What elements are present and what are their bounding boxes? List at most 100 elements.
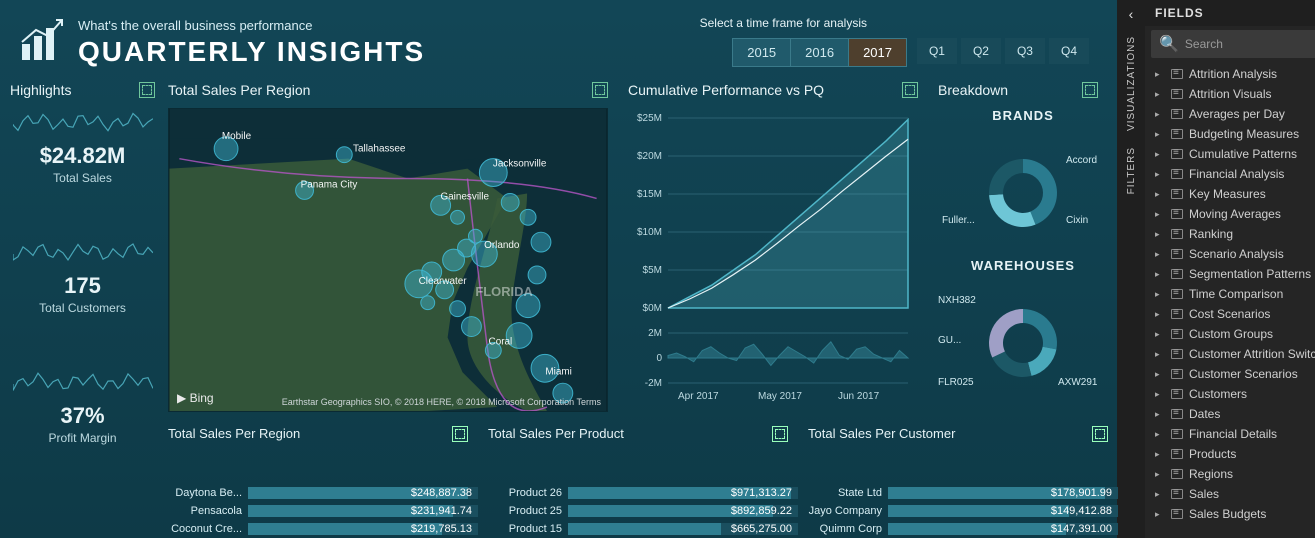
tile-options-icon[interactable] (1082, 82, 1098, 101)
year-slicer[interactable]: 201520162017 (732, 38, 907, 67)
svg-text:$20M: $20M (637, 151, 662, 162)
field-item[interactable]: ▸Scenario Analysis (1145, 244, 1315, 264)
field-item[interactable]: ▸Cost Scenarios (1145, 304, 1315, 324)
expand-icon: ▸ (1155, 129, 1165, 140)
map-visual[interactable]: MobileTallahasseeJacksonvillePanama City… (168, 108, 608, 412)
field-item[interactable]: ▸Dates (1145, 404, 1315, 424)
table-icon (1171, 149, 1183, 159)
quarter-button[interactable]: Q1 (917, 38, 957, 64)
tile-options-icon[interactable] (902, 82, 918, 101)
svg-text:Coral: Coral (489, 337, 513, 348)
tile-options-icon[interactable] (139, 82, 155, 101)
field-item[interactable]: ▸Ranking (1145, 224, 1315, 244)
tile-title-label: Total Sales Per Region (168, 426, 478, 441)
svg-text:NXH382: NXH382 (938, 295, 976, 306)
field-item[interactable]: ▸ Key Measures (1145, 184, 1315, 204)
svg-text:Fuller...: Fuller... (942, 215, 975, 226)
field-item[interactable]: ▸Time Comparison (1145, 284, 1315, 304)
field-item[interactable]: ▸Sales Budgets (1145, 504, 1315, 524)
expand-icon: ▸ (1155, 189, 1165, 200)
expand-icon: ▸ (1155, 149, 1165, 160)
tile-options-icon[interactable] (1092, 426, 1108, 447)
table-icon (1171, 349, 1183, 359)
field-item[interactable]: ▸Financial Analysis (1145, 164, 1315, 184)
field-label: Cumulative Patterns (1189, 147, 1297, 161)
tile-options-icon[interactable] (452, 426, 468, 447)
svg-text:Mobile: Mobile (222, 131, 252, 142)
kpi-label: Total Customers (10, 301, 155, 315)
cumulative-chart[interactable]: $25M$20M$15M$10M$5M$0M2M0-2MApr 2017May … (628, 108, 918, 412)
bar-row: Product 15$665,275.00 (488, 521, 798, 537)
bar-chart-tile[interactable]: Total Sales Per Region Daytona Be...$248,… (168, 426, 478, 537)
field-label: Regions (1189, 467, 1233, 481)
expand-icon: ▸ (1155, 469, 1165, 480)
field-item[interactable]: ▸Attrition Analysis (1145, 64, 1315, 84)
donut-title: BRANDS (938, 108, 1108, 123)
quarter-button[interactable]: Q2 (961, 38, 1001, 64)
kpi-card[interactable]: 175Total Customers (10, 238, 155, 315)
kpi-card[interactable]: 37%Profit Margin (10, 368, 155, 445)
field-item[interactable]: ▸ Cumulative Patterns (1145, 144, 1315, 164)
year-button[interactable]: 2015 (733, 39, 790, 66)
svg-text:-2M: -2M (645, 378, 662, 389)
tile-title-label: Breakdown (938, 82, 1008, 98)
table-icon (1171, 249, 1183, 259)
field-item[interactable]: ▸Sales (1145, 484, 1315, 504)
expand-icon: ▸ (1155, 89, 1165, 100)
bar-row: Daytona Be...$248,887.38 (168, 485, 478, 501)
bar-row: Product 25$892,859.22 (488, 503, 798, 519)
expand-icon: ▸ (1155, 449, 1165, 460)
field-label: Products (1189, 447, 1236, 461)
warehouses-donut[interactable]: WAREHOUSES NXH382GU...FLR025AXW291 (938, 258, 1108, 408)
bar-chart-tile[interactable]: Total Sales Per ProductProduct 26$971,31… (488, 426, 798, 537)
table-icon (1171, 189, 1183, 199)
field-label: Cost Scenarios (1189, 307, 1270, 321)
year-button[interactable]: 2017 (848, 39, 906, 66)
tab-filters[interactable]: FILTERS (1126, 139, 1137, 202)
field-label: Key Measures (1189, 187, 1266, 201)
field-item[interactable]: ▸Averages per Day (1145, 104, 1315, 124)
field-item[interactable]: ▸ Regions (1145, 464, 1315, 484)
field-item[interactable]: ▸Customers (1145, 384, 1315, 404)
fields-list[interactable]: ▸Attrition Analysis▸Attrition Visuals▸Av… (1145, 62, 1315, 538)
svg-text:Orlando: Orlando (484, 240, 520, 251)
expand-icon: ▸ (1155, 229, 1165, 240)
table-icon (1171, 69, 1183, 79)
table-icon (1171, 269, 1183, 279)
brands-donut[interactable]: BRANDS AccordCixinFuller... (938, 108, 1108, 258)
search-input[interactable] (1185, 37, 1315, 51)
quarter-button[interactable]: Q4 (1049, 38, 1089, 64)
svg-text:Panama City: Panama City (301, 180, 358, 191)
tile-options-icon[interactable] (592, 82, 608, 101)
svg-text:$25M: $25M (637, 113, 662, 124)
field-item[interactable]: ▸Segmentation Patterns (1145, 264, 1315, 284)
field-item[interactable]: ▸Budgeting Measures (1145, 124, 1315, 144)
fields-search[interactable]: 🔍 (1151, 30, 1315, 58)
tile-title-label: Cumulative Performance vs PQ (628, 82, 824, 98)
collapse-icon[interactable]: ‹ (1117, 0, 1145, 28)
field-item[interactable]: ▸Financial Details (1145, 424, 1315, 444)
field-item[interactable]: ▸Attrition Visuals (1145, 84, 1315, 104)
map-svg: MobileTallahasseeJacksonvillePanama City… (169, 109, 607, 411)
field-label: Customer Scenarios (1189, 367, 1298, 381)
page-title: QUARTERLY INSIGHTS (78, 36, 425, 68)
tile-title-label: Total Sales Per Customer (808, 426, 1118, 441)
year-button[interactable]: 2016 (790, 39, 848, 66)
field-item[interactable]: ▸Customer Attrition Switch (1145, 344, 1315, 364)
kpi-card[interactable]: $24.82MTotal Sales (10, 108, 155, 185)
right-panes: ‹ VISUALIZATIONS FILTERS FIELDS 🔍 ▸Attri… (1117, 0, 1315, 538)
field-item[interactable]: ▸ Products (1145, 444, 1315, 464)
quarter-button[interactable]: Q3 (1005, 38, 1045, 64)
svg-text:GU...: GU... (938, 335, 961, 346)
tab-visualizations[interactable]: VISUALIZATIONS (1126, 28, 1137, 139)
field-item[interactable]: ▸Moving Averages (1145, 204, 1315, 224)
expand-icon: ▸ (1155, 289, 1165, 300)
field-item[interactable]: ▸Custom Groups (1145, 324, 1315, 344)
quarter-slicer[interactable]: Q1Q2Q3Q4 (913, 38, 1089, 64)
table-icon (1171, 209, 1183, 219)
timeframe-label: Select a time frame for analysis (700, 16, 867, 30)
bar-chart-tile[interactable]: Total Sales Per CustomerState Ltd$178,90… (808, 426, 1118, 537)
field-item[interactable]: ▸Customer Scenarios (1145, 364, 1315, 384)
tile-options-icon[interactable] (772, 426, 788, 447)
expand-icon: ▸ (1155, 209, 1165, 220)
